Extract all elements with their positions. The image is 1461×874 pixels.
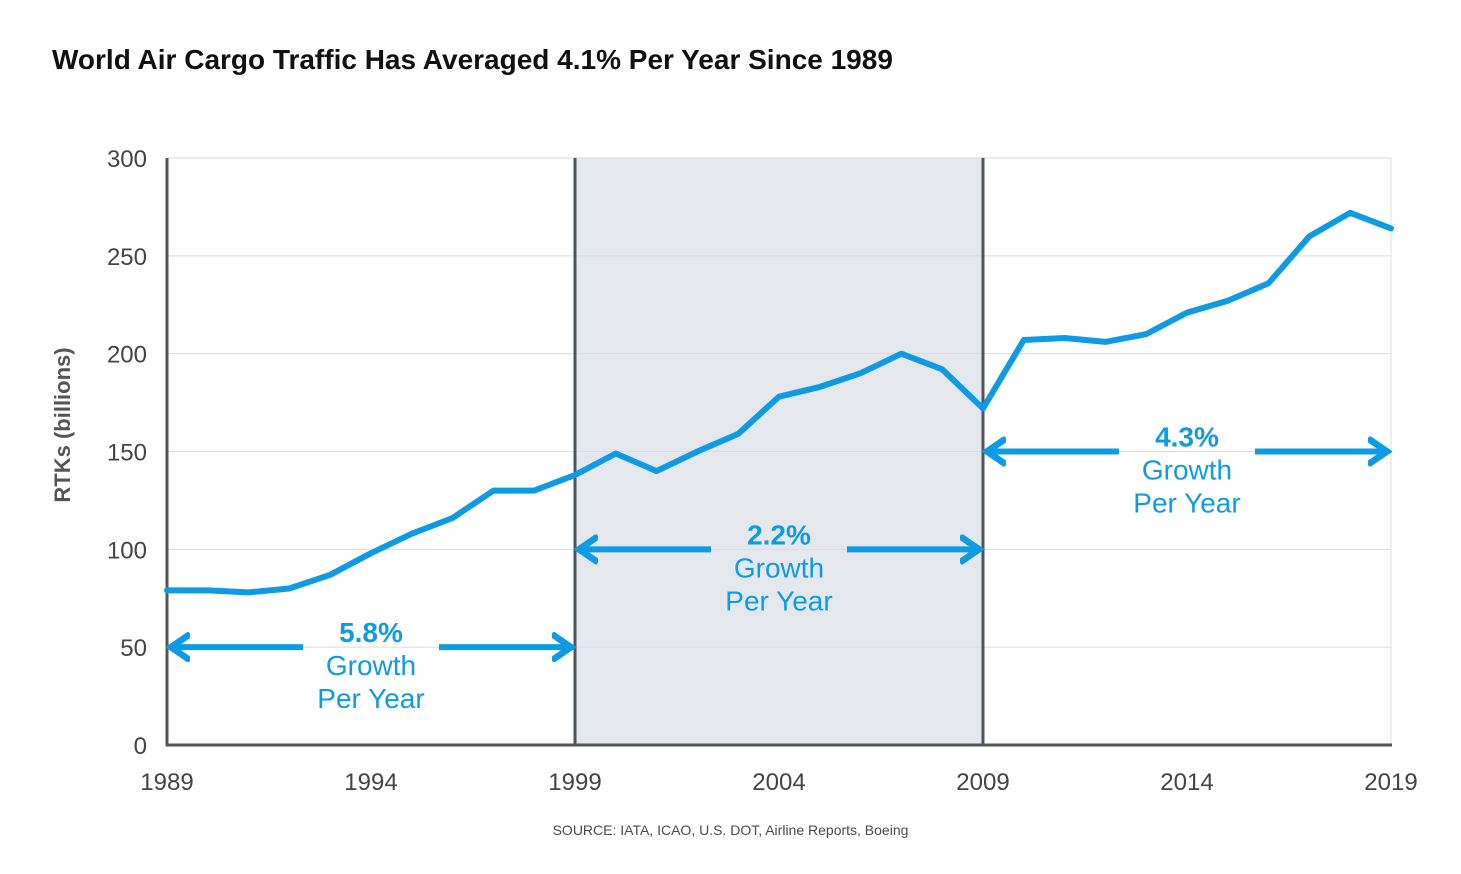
data-point xyxy=(900,352,903,355)
y-tick-label: 0 xyxy=(134,733,147,760)
data-point xyxy=(574,473,577,476)
y-tick-label: 150 xyxy=(107,440,147,467)
growth-rate-label: 4.3% xyxy=(1155,422,1219,453)
data-point xyxy=(288,587,291,590)
data-point xyxy=(1226,299,1229,302)
series-layer xyxy=(164,209,1394,596)
data-point xyxy=(206,589,209,592)
growth-label-line1: Growth xyxy=(734,552,824,583)
data-point xyxy=(1267,282,1270,285)
series-line xyxy=(164,209,1394,596)
growth-rate-label: 5.8% xyxy=(339,617,403,648)
data-point xyxy=(778,395,781,398)
data-point xyxy=(1349,211,1352,214)
x-tick-label: 2004 xyxy=(752,769,805,796)
data-point xyxy=(1186,311,1189,314)
growth-label-line1: Growth xyxy=(326,650,416,681)
x-tick-label: 1999 xyxy=(548,769,601,796)
data-point xyxy=(696,450,699,453)
growth-label-line2: Per Year xyxy=(1133,488,1240,519)
y-tick-label: 250 xyxy=(107,244,147,271)
data-point xyxy=(410,532,413,535)
data-point xyxy=(1022,338,1025,341)
data-point xyxy=(370,552,373,555)
x-tick-label: 2009 xyxy=(956,769,1009,796)
data-point xyxy=(329,573,332,576)
data-point xyxy=(737,432,740,435)
data-point xyxy=(492,489,495,492)
growth-label-line2: Per Year xyxy=(317,683,424,714)
x-tick-label: 2019 xyxy=(1364,769,1417,796)
y-tick-label: 200 xyxy=(107,342,147,369)
data-point xyxy=(1390,227,1393,230)
y-axis-title: RTKs (billions) xyxy=(50,347,75,502)
data-point xyxy=(941,368,944,371)
x-tick-label: 1994 xyxy=(344,769,397,796)
growth-label-line2: Per Year xyxy=(725,585,832,616)
y-tick-label: 100 xyxy=(107,537,147,564)
y-tick-label: 50 xyxy=(120,635,147,662)
chart-title: World Air Cargo Traffic Has Averaged 4.1… xyxy=(52,44,893,75)
data-point xyxy=(1063,337,1066,340)
data-point xyxy=(1145,333,1148,336)
data-point xyxy=(533,489,536,492)
data-point xyxy=(859,372,862,375)
data-point xyxy=(166,589,169,592)
data-point xyxy=(818,385,821,388)
data-point xyxy=(451,517,454,520)
data-point xyxy=(1104,340,1107,343)
data-point xyxy=(1308,235,1311,238)
data-point xyxy=(655,470,658,473)
data-point xyxy=(982,407,985,410)
data-point xyxy=(247,591,250,594)
tick-labels: 0 50 100 150 200 250 300 1989 1994 1999 2004 2009 20… xyxy=(107,146,1418,796)
y-tick-label: 300 xyxy=(107,146,147,173)
source-note: SOURCE: IATA, ICAO, U.S. DOT, Airline Re… xyxy=(552,822,909,838)
x-tick-label: 2014 xyxy=(1160,769,1213,796)
growth-label-line1: Growth xyxy=(1142,455,1232,486)
data-point xyxy=(614,452,617,455)
x-tick-label: 1989 xyxy=(140,769,193,796)
growth-rate-label: 2.2% xyxy=(747,519,811,550)
